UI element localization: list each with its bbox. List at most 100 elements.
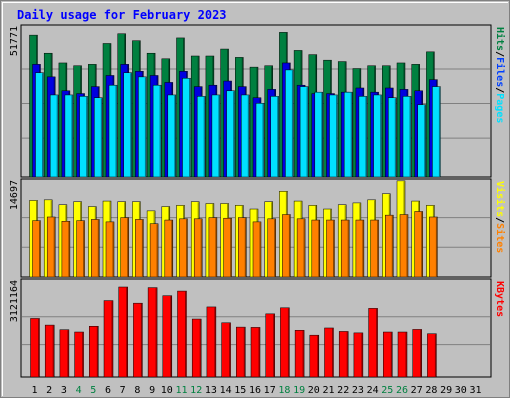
bar-shade-kbytes-day-4 (82, 332, 84, 377)
day-label-7: 7 (120, 385, 126, 396)
bar-pages-day-25 (388, 97, 397, 178)
bar-pages-day-12 (196, 96, 206, 178)
bar-sites-day-19 (296, 218, 306, 278)
day-label-5: 5 (90, 385, 96, 396)
bar-kbytes-day-23 (353, 332, 364, 378)
bar-shade-sites-day-2 (53, 217, 55, 277)
bar-pages-day-26 (402, 96, 412, 178)
bar-shade-sites-day-23 (362, 220, 364, 277)
bar-shade-pages-day-14 (233, 91, 235, 177)
bar-pages-day-1 (35, 72, 44, 178)
bar-shade-kbytes-day-25 (390, 332, 392, 377)
bar-shade-sites-day-6 (112, 222, 114, 277)
day-label-10: 10 (161, 385, 173, 396)
bar-shade-pages-day-20 (321, 92, 323, 177)
bar-sites-day-5 (91, 219, 100, 278)
legend-middle: Visits/Sites (494, 181, 506, 253)
bar-sites-day-14 (223, 217, 232, 278)
bar-pages-day-24 (373, 94, 382, 178)
legend-item-bottom-0: KBytes (494, 281, 505, 317)
bar-shade-pages-day-25 (394, 98, 396, 177)
day-label-24: 24 (367, 385, 379, 396)
bar-pages-day-11 (182, 78, 191, 178)
bar-shade-sites-day-1 (39, 221, 41, 277)
bar-sites-day-6 (105, 221, 115, 278)
bar-pages-day-28 (432, 86, 441, 178)
day-label-20: 20 (308, 385, 320, 396)
bar-shade-sites-day-18 (288, 215, 291, 277)
bar-sites-day-1 (32, 220, 41, 278)
bar-kbytes-day-5 (89, 325, 99, 378)
bar-shade-kbytes-day-7 (126, 287, 128, 377)
day-label-3: 3 (61, 385, 67, 396)
bar-sites-day-15 (238, 217, 247, 278)
bar-pages-day-16 (255, 103, 265, 178)
bar-shade-sites-day-19 (303, 219, 305, 277)
legend-item-top-4: Pages (494, 93, 505, 123)
bar-pages-day-8 (138, 76, 147, 178)
bar-shade-pages-day-23 (365, 96, 367, 177)
bar-sites-day-20 (311, 219, 321, 278)
bar-shade-sites-day-10 (171, 220, 173, 277)
bar-shade-pages-day-26 (409, 96, 411, 177)
bar-shade-pages-day-5 (100, 98, 102, 177)
bar-shade-sites-day-13 (215, 218, 217, 277)
panel-middle: 14697 Visits/Sites (9, 178, 506, 278)
bar-kbytes-day-17 (265, 313, 275, 378)
bar-pages-day-22 (343, 91, 353, 178)
bar-pages-day-23 (358, 96, 368, 178)
bar-shade-sites-day-20 (318, 220, 320, 277)
bar-kbytes-day-21 (324, 327, 334, 378)
bar-kbytes-day-25 (383, 331, 393, 378)
bar-kbytes-day-10 (162, 295, 173, 378)
bar-shade-sites-day-9 (156, 224, 158, 277)
bar-shade-kbytes-day-27 (420, 329, 422, 377)
bar-kbytes-day-15 (236, 326, 246, 378)
bar-shade-pages-day-11 (189, 78, 191, 177)
bar-shade-kbytes-day-21 (332, 328, 334, 377)
bar-kbytes-day-19 (294, 330, 305, 378)
bar-shade-kbytes-day-9 (155, 288, 157, 377)
bar-sites-day-17 (267, 218, 276, 278)
bar-shade-pages-day-9 (159, 85, 161, 177)
day-label-11: 11 (175, 385, 187, 396)
bar-pages-day-6 (108, 84, 118, 178)
bar-shade-sites-day-27 (421, 211, 423, 277)
bar-shade-pages-day-22 (350, 92, 352, 177)
bar-shade-kbytes-day-18 (287, 308, 290, 377)
bar-sites-day-27 (414, 211, 423, 278)
bar-kbytes-day-8 (133, 302, 143, 378)
day-label-26: 26 (396, 385, 408, 396)
bar-shade-sites-day-15 (244, 218, 246, 277)
legend-bottom: KBytes (494, 281, 505, 317)
bar-sites-day-18 (282, 214, 291, 278)
bar-shade-sites-day-11 (186, 219, 188, 277)
bar-kbytes-day-9 (147, 287, 158, 378)
bar-kbytes-day-1 (30, 318, 40, 378)
bar-shade-sites-day-25 (391, 215, 393, 277)
bar-shade-kbytes-day-16 (258, 327, 260, 377)
bar-kbytes-day-20 (309, 334, 320, 378)
bar-sites-day-7 (120, 217, 129, 278)
bar-shade-pages-day-15 (247, 95, 249, 177)
bar-shade-kbytes-day-3 (67, 330, 69, 377)
day-label-15: 15 (234, 385, 246, 396)
bar-shade-sites-day-7 (127, 218, 129, 277)
bar-shade-pages-day-16 (262, 103, 264, 177)
day-label-28: 28 (425, 385, 437, 396)
legend-item-top-2: Files (494, 57, 506, 87)
bar-shade-pages-day-19 (306, 87, 308, 177)
bar-pages-day-7 (123, 72, 132, 178)
bar-kbytes-day-7 (118, 286, 128, 378)
bar-shade-kbytes-day-26 (405, 332, 407, 377)
bar-kbytes-day-22 (338, 331, 349, 378)
day-label-23: 23 (352, 385, 364, 396)
legend-item-middle-2: Sites (494, 223, 506, 253)
day-label-17: 17 (264, 385, 276, 396)
bar-pages-day-15 (241, 94, 250, 178)
bar-sites-day-12 (193, 218, 203, 278)
legend-item-top-1: / (494, 51, 505, 57)
bar-sites-day-25 (385, 214, 394, 278)
bar-pages-day-27 (417, 104, 426, 178)
day-label-6: 6 (105, 385, 111, 396)
